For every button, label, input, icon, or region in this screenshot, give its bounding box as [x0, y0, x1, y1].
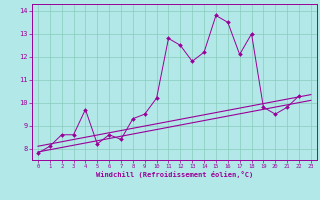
X-axis label: Windchill (Refroidissement éolien,°C): Windchill (Refroidissement éolien,°C)	[96, 171, 253, 178]
